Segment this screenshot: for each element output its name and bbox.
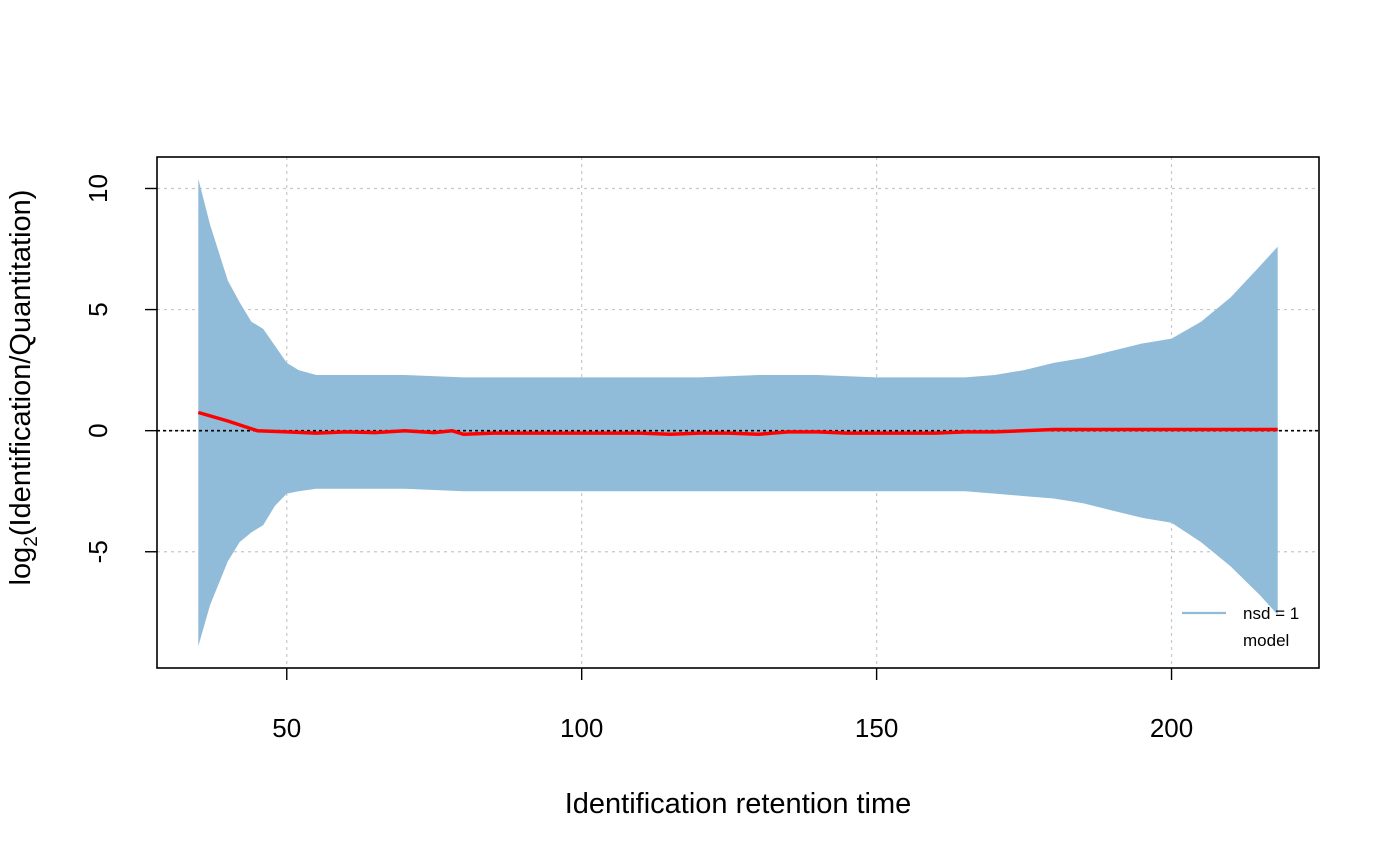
x-tick-label: 50 bbox=[272, 713, 301, 743]
y-tick-label: 0 bbox=[83, 423, 113, 437]
plot-frame bbox=[156, 156, 1320, 669]
x-tick-label: 150 bbox=[855, 713, 898, 743]
y-tick-label: 10 bbox=[83, 174, 113, 203]
band-layer bbox=[198, 178, 1278, 647]
y-tick-label: 5 bbox=[83, 302, 113, 316]
legend-label: model bbox=[1243, 631, 1289, 650]
y-axis-title-subscript: 2 bbox=[21, 536, 42, 547]
x-axis-title: Identification retention time bbox=[565, 788, 912, 820]
y-axis-title: log2(Identification/Quantitation) bbox=[5, 190, 42, 586]
model-line-layer bbox=[197, 410, 1278, 437]
model-line bbox=[197, 410, 1278, 437]
y-axis-title-main: log bbox=[5, 547, 37, 586]
y-axis: -5 0 5 10 bbox=[83, 174, 157, 563]
band-nsd-1 bbox=[198, 178, 1278, 647]
x-tick-label: 100 bbox=[560, 713, 603, 743]
x-tick-label: 200 bbox=[1150, 713, 1193, 743]
legend-label: nsd = 1 bbox=[1243, 604, 1299, 623]
x-axis: 50 100 150 200 bbox=[272, 668, 1193, 743]
legend: nsd = 1 model bbox=[1182, 604, 1299, 650]
y-axis-title-rest: (Identification/Quantitation) bbox=[5, 190, 37, 537]
y-tick-label: -5 bbox=[83, 540, 113, 563]
